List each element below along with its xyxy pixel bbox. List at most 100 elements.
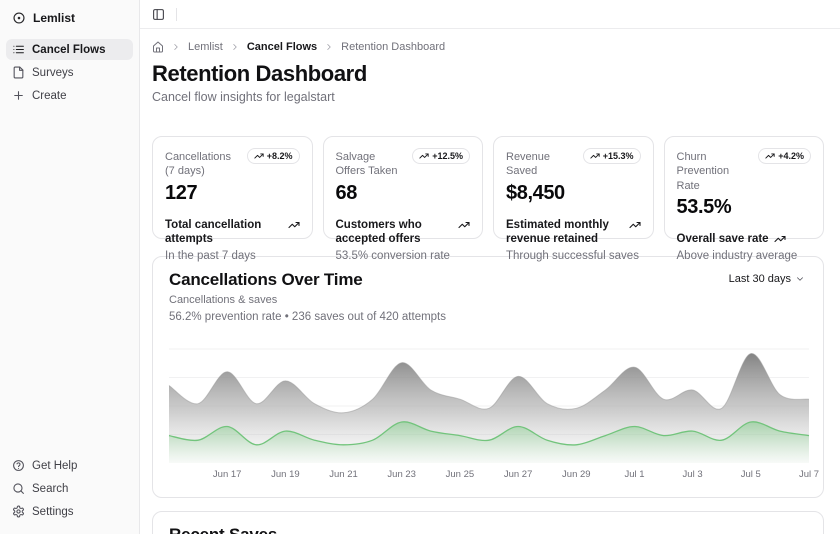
svg-text:Jun 23: Jun 23: [387, 469, 416, 480]
stat-card-revenue-saved: Revenue Saved +15.3% $8,450 Estimated mo…: [493, 136, 654, 262]
chart-title: Cancellations Over Time: [169, 270, 363, 290]
stat-value: 68: [335, 181, 358, 204]
stat-footnote: In the past 7 days: [165, 250, 256, 263]
trend-badge: +15.3%: [582, 148, 641, 165]
sidebar: Lemlist Cancel Flows Surveys Create Get …: [0, 0, 140, 534]
svg-text:Jul 1: Jul 1: [624, 469, 644, 480]
stat-label: Salvage Offers Taken: [335, 151, 398, 178]
trending-up-icon: [458, 219, 470, 231]
panel-left-icon: [152, 8, 165, 21]
workspace-name: Lemlist: [33, 11, 76, 25]
trending-up-icon: [288, 219, 300, 231]
stat-description: Estimated monthly revenue retained: [506, 218, 609, 246]
sidebar-item-label: Create: [32, 89, 67, 102]
chart-stats-line: 56.2% prevention rate • 236 saves out of…: [169, 310, 447, 323]
stat-value: 53.5%: [676, 195, 732, 218]
topbar-divider: [176, 7, 177, 21]
trend-badge: +8.2%: [246, 148, 300, 165]
svg-text:Jun 17: Jun 17: [213, 469, 242, 480]
stat-card-salvage-offers: Salvage Offers Taken +12.5% 68 Customers…: [322, 136, 483, 262]
list-icon: [12, 43, 25, 56]
trending-up-icon: [774, 233, 786, 245]
trend-value: +15.3%: [602, 151, 634, 162]
sidebar-spacer: [6, 108, 133, 455]
svg-text:Jul 5: Jul 5: [741, 469, 761, 480]
topbar: [140, 0, 840, 29]
sidebar-item-cancel-flows[interactable]: Cancel Flows: [6, 39, 133, 60]
svg-text:Jun 29: Jun 29: [562, 469, 591, 480]
search-icon: [12, 482, 25, 495]
plus-icon: [12, 89, 25, 102]
stats-row: Cancellations (7 days) +8.2% 127 Total c…: [152, 136, 824, 262]
sidebar-item-label: Search: [32, 482, 69, 495]
gear-icon: [12, 505, 25, 518]
trending-up-icon: [590, 151, 600, 161]
trend-badge: +12.5%: [412, 148, 470, 165]
trending-up-icon: [254, 151, 264, 161]
svg-text:Jun 27: Jun 27: [504, 469, 533, 480]
cancellations-chart: Jun 17 Jun 19 Jun 21 Jun 23 Jun 25 Jun 27 Jun …: [168, 348, 819, 480]
breadcrumb-item-retention-dashboard: Retention Dashboard: [341, 41, 446, 53]
sidebar-item-label: Cancel Flows: [32, 43, 106, 56]
svg-text:Jun 21: Jun 21: [329, 469, 358, 480]
svg-text:Jun 19: Jun 19: [271, 469, 300, 480]
trend-value: +8.2%: [266, 151, 293, 162]
stat-footnote: Through successful saves: [506, 250, 639, 263]
chevron-right-icon: [171, 42, 181, 52]
chevron-down-icon: [795, 274, 805, 284]
sidebar-item-label: Surveys: [32, 66, 74, 79]
stat-footnote: 53.5% conversion rate: [335, 250, 450, 263]
sidebar-item-create[interactable]: Create: [6, 85, 133, 106]
sidebar-item-label: Settings: [32, 505, 74, 518]
help-circle-icon: [12, 459, 25, 472]
trending-up-icon: [765, 151, 775, 161]
trend-value: +4.2%: [778, 151, 804, 162]
stat-description: Customers who accepted offers: [335, 218, 422, 246]
recent-saves-title: Recent Saves: [169, 525, 807, 534]
trend-value: +12.5%: [432, 151, 463, 162]
main-area: Lemlist Cancel Flows Retention Dashboard…: [140, 0, 840, 534]
date-range-selector[interactable]: Last 30 days: [727, 271, 807, 287]
sidebar-item-search[interactable]: Search: [6, 478, 133, 499]
svg-text:Jul 3: Jul 3: [683, 469, 703, 480]
sidebar-footer-nav: Get Help Search Settings: [6, 455, 133, 524]
sidebar-item-surveys[interactable]: Surveys: [6, 62, 133, 83]
page-subtitle: Cancel flow insights for legalstart: [152, 90, 335, 105]
workspace-switcher[interactable]: Lemlist: [6, 7, 133, 29]
stat-label: Cancellations (7 days): [165, 151, 232, 178]
sidebar-toggle-button[interactable]: [150, 6, 167, 23]
stat-label: Revenue Saved: [506, 151, 551, 178]
date-range-label: Last 30 days: [728, 273, 791, 286]
svg-text:Jul 7: Jul 7: [799, 469, 819, 480]
stat-footnote: Above industry average: [676, 250, 798, 263]
stat-label: Churn Prevention Rate: [676, 151, 730, 192]
chevron-right-icon: [230, 42, 240, 52]
chevron-right-icon: [324, 42, 334, 52]
breadcrumb-item-lemlist[interactable]: Lemlist: [188, 41, 223, 53]
stat-description: Total cancellation attempts: [165, 218, 262, 246]
breadcrumb-item-cancel-flows[interactable]: Cancel Flows: [246, 41, 318, 53]
chart-subtitle: Cancellations & saves: [169, 293, 278, 306]
stat-value: 127: [165, 181, 198, 204]
stat-value: $8,450: [506, 181, 565, 204]
trending-up-icon: [629, 219, 641, 231]
breadcrumb: Lemlist Cancel Flows Retention Dashboard: [152, 41, 824, 53]
recent-saves-card: Recent Saves Latest customer retention a…: [152, 510, 824, 534]
stat-description: Overall save rate: [676, 232, 769, 245]
sidebar-item-settings[interactable]: Settings: [6, 501, 133, 522]
sidebar-item-label: Get Help: [32, 459, 78, 472]
trending-up-icon: [419, 151, 429, 161]
file-icon: [12, 66, 25, 79]
page-title: Retention Dashboard: [152, 61, 367, 86]
home-icon[interactable]: [152, 41, 164, 53]
page-content: Lemlist Cancel Flows Retention Dashboard…: [140, 29, 840, 534]
cancellations-over-time-card: Cancellations Over Time Cancellations & …: [152, 256, 824, 498]
lemlist-logo-icon: [12, 11, 26, 25]
trend-badge: +4.2%: [758, 148, 811, 165]
stat-card-cancellations: Cancellations (7 days) +8.2% 127 Total c…: [152, 136, 313, 262]
svg-text:Jun 25: Jun 25: [446, 469, 475, 480]
sidebar-nav: Cancel Flows Surveys Create: [6, 39, 133, 108]
sidebar-item-get-help[interactable]: Get Help: [6, 455, 133, 476]
stat-card-churn-prevention: Churn Prevention Rate +4.2% 53.5% Overal…: [663, 136, 824, 262]
